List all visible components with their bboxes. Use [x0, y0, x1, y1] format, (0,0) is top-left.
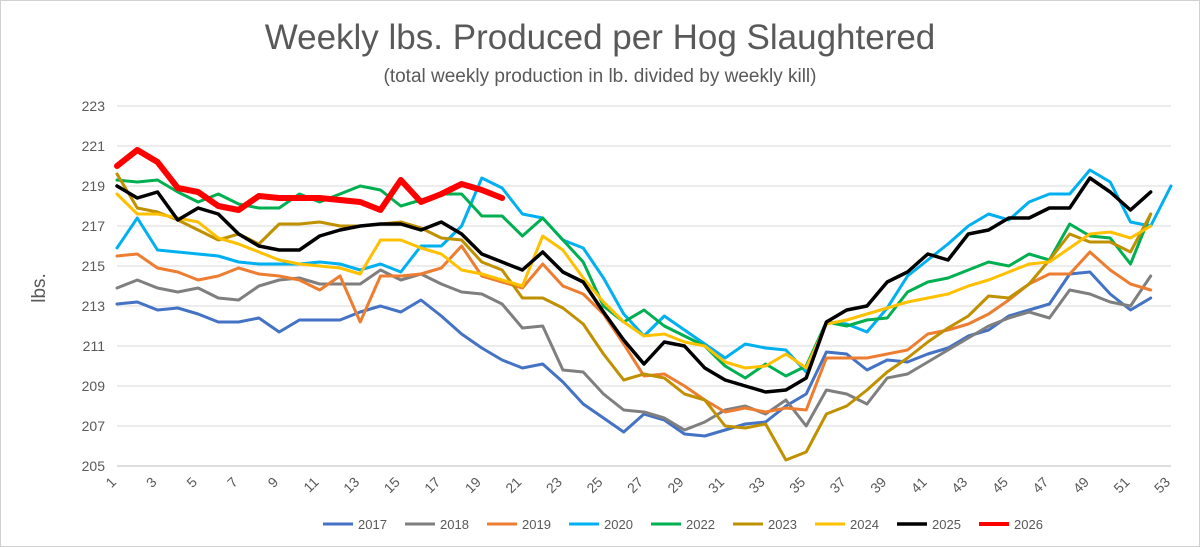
- x-tick-label: 51: [1110, 474, 1132, 496]
- legend-label-2026: 2026: [1014, 517, 1043, 532]
- x-tick-label: 15: [381, 474, 403, 496]
- legend-label-2023: 2023: [768, 517, 797, 532]
- x-tick-label: 35: [786, 474, 808, 496]
- x-tick-label: 49: [1070, 474, 1092, 496]
- y-tick-label: 209: [82, 378, 106, 394]
- y-axis-ticks: 205 207 209 211 213 215 217 219 221 223: [82, 98, 106, 474]
- legend-label-2022: 2022: [686, 517, 715, 532]
- x-tick-label: 19: [462, 474, 484, 496]
- series-line-2024: [115, 192, 1153, 370]
- chart-title: Weekly lbs. Produced per Hog Slaughtered: [264, 18, 936, 57]
- x-tick-label: 41: [908, 474, 930, 496]
- y-axis-label: lbs.: [29, 273, 50, 303]
- legend-label-2025: 2025: [932, 517, 961, 532]
- x-tick-label: 33: [745, 474, 767, 496]
- series-lines: [114, 147, 1173, 462]
- x-tick-label: 31: [705, 474, 727, 496]
- x-tick-label: 5: [183, 474, 200, 491]
- y-tick-label: 205: [82, 458, 106, 474]
- x-tick-label: 21: [502, 474, 524, 496]
- x-tick-label: 1: [102, 474, 119, 491]
- series-line-2025: [115, 176, 1153, 394]
- y-tick-label: 221: [82, 138, 106, 154]
- legend-label-2018: 2018: [440, 517, 469, 532]
- y-tick-label: 219: [82, 178, 106, 194]
- x-tick-label: 27: [624, 474, 646, 496]
- series-line-2026: [114, 147, 506, 213]
- x-tick-label: 13: [340, 474, 362, 496]
- x-tick-label: 37: [826, 474, 848, 496]
- legend-label-2019: 2019: [522, 517, 551, 532]
- x-tick-label: 47: [1029, 474, 1051, 496]
- legend: 2017 2018 2019 2020 2022 2023 2024 2025 2026: [323, 517, 1043, 532]
- x-tick-label: 53: [1151, 474, 1173, 496]
- x-tick-label: 11: [300, 474, 322, 496]
- x-tick-label: 43: [948, 474, 970, 496]
- y-tick-label: 211: [83, 338, 106, 354]
- x-tick-label: 29: [664, 474, 686, 496]
- x-tick-label: 45: [989, 474, 1011, 496]
- x-tick-label: 25: [583, 474, 605, 496]
- legend-label-2017: 2017: [358, 517, 387, 532]
- y-tick-label: 213: [82, 298, 106, 314]
- series-line-2023: [115, 172, 1153, 462]
- x-axis-ticks: 1 3 5 7 9 11 13 15 17 19 21 23 25 27 29 31 33 35 37 39 41 43 4…: [102, 474, 1173, 496]
- series-line-2019: [115, 244, 1153, 414]
- legend-label-2020: 2020: [604, 517, 633, 532]
- x-tick-label: 23: [543, 474, 565, 496]
- x-tick-label: 39: [867, 474, 889, 496]
- x-tick-label: 7: [224, 474, 241, 491]
- y-tick-label: 215: [82, 258, 106, 274]
- series-line-2022: [115, 178, 1153, 380]
- y-tick-label: 217: [82, 218, 106, 234]
- x-tick-label: 3: [143, 474, 160, 491]
- x-tick-label: 17: [421, 474, 443, 496]
- gridlines: [117, 105, 1171, 467]
- y-tick-label: 207: [82, 418, 106, 434]
- legend-label-2024: 2024: [850, 517, 879, 532]
- y-tick-label: 223: [82, 98, 106, 114]
- x-tick-label: 9: [264, 474, 281, 491]
- chart-subtitle: (total weekly production in lb. divided …: [383, 66, 817, 87]
